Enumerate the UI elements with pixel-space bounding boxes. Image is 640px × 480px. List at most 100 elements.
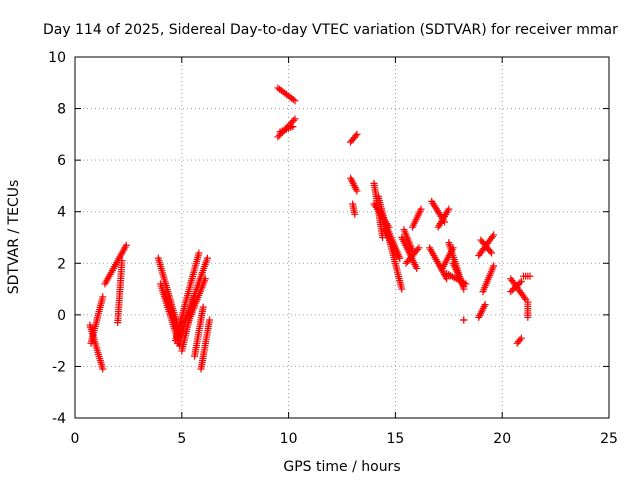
data-point bbox=[199, 303, 207, 311]
data-point bbox=[99, 293, 107, 301]
data-point bbox=[488, 249, 496, 257]
point-series-30 bbox=[434, 205, 453, 231]
y-tick-label: 0 bbox=[57, 308, 66, 324]
data-point bbox=[385, 223, 393, 231]
data-point bbox=[195, 249, 203, 257]
data-point bbox=[351, 210, 359, 218]
point-series-10 bbox=[184, 275, 209, 327]
point-series-17 bbox=[347, 174, 361, 195]
data-points bbox=[86, 84, 534, 373]
data-point bbox=[481, 301, 489, 309]
data-point bbox=[513, 282, 521, 290]
point-series-12 bbox=[197, 316, 214, 373]
data-point bbox=[396, 254, 404, 262]
y-tick-label: -2 bbox=[52, 359, 66, 375]
data-point bbox=[291, 97, 299, 105]
data-point bbox=[488, 233, 496, 241]
data-point bbox=[289, 123, 297, 131]
x-tick-label: 10 bbox=[280, 431, 298, 447]
grid bbox=[75, 57, 609, 418]
data-point bbox=[99, 365, 107, 373]
point-series-3 bbox=[114, 257, 126, 327]
data-point bbox=[122, 241, 130, 249]
data-point bbox=[291, 115, 299, 123]
data-point bbox=[413, 246, 421, 254]
data-point bbox=[511, 283, 519, 291]
data-point bbox=[417, 205, 425, 213]
data-point bbox=[201, 275, 209, 283]
y-tick-label: 8 bbox=[57, 102, 66, 118]
point-series-37 bbox=[477, 236, 496, 257]
point-series-2 bbox=[101, 241, 130, 288]
y-tick-label: 2 bbox=[57, 256, 66, 272]
y-tick-label: -4 bbox=[52, 411, 66, 427]
data-point bbox=[413, 264, 421, 272]
y-tick-label: 4 bbox=[57, 205, 66, 221]
data-point bbox=[516, 279, 524, 287]
point-series-38 bbox=[475, 301, 489, 321]
y-axis-label: SDTVAR / TECUs bbox=[6, 180, 22, 295]
data-point bbox=[516, 336, 524, 344]
x-tick-label: 0 bbox=[71, 431, 80, 447]
data-point bbox=[526, 272, 534, 280]
point-series-44 bbox=[524, 298, 532, 321]
x-axis-label: GPS time / hours bbox=[283, 459, 400, 475]
point-series-13 bbox=[274, 84, 299, 105]
point-series-18 bbox=[349, 200, 359, 218]
data-point bbox=[510, 285, 518, 293]
data-point bbox=[517, 277, 525, 285]
x-tick-label: 20 bbox=[493, 431, 511, 447]
data-point bbox=[289, 117, 297, 125]
data-point bbox=[398, 285, 406, 293]
x-tick-label: 15 bbox=[386, 431, 404, 447]
data-point bbox=[379, 234, 387, 241]
data-point bbox=[486, 247, 494, 255]
data-point bbox=[507, 288, 515, 296]
point-series-11 bbox=[191, 303, 207, 360]
data-point bbox=[524, 313, 532, 321]
data-point bbox=[352, 132, 360, 140]
tick-labels: 0 5 10 15 20 25 -4 -2 0 2 4 6 8 10 bbox=[48, 50, 618, 447]
data-point bbox=[520, 294, 528, 302]
data-point bbox=[353, 187, 361, 195]
chart-title: Day 114 of 2025, Sidereal Day-to-day VTE… bbox=[43, 22, 618, 38]
data-point bbox=[445, 205, 453, 213]
data-point bbox=[289, 96, 297, 104]
point-series-29 bbox=[426, 244, 451, 283]
y-tick-label: 6 bbox=[57, 153, 66, 169]
point-series-25 bbox=[400, 226, 416, 254]
point-series-27 bbox=[408, 205, 425, 231]
data-point bbox=[206, 316, 214, 324]
point-series-41 bbox=[507, 277, 525, 296]
point-series-15 bbox=[276, 123, 297, 136]
data-point bbox=[517, 334, 525, 342]
data-point bbox=[353, 130, 361, 138]
x-tick-label: 5 bbox=[177, 431, 186, 447]
plot-frame bbox=[74, 56, 610, 419]
data-point bbox=[203, 254, 211, 262]
point-series-26 bbox=[402, 244, 423, 267]
point-series-35 bbox=[460, 316, 468, 324]
axis-ticks bbox=[74, 56, 610, 419]
data-point bbox=[490, 231, 498, 239]
point-series-22 bbox=[370, 200, 393, 231]
point-series-39 bbox=[479, 262, 498, 296]
point-series-43 bbox=[513, 334, 525, 347]
x-tick-label: 25 bbox=[600, 431, 618, 447]
point-series-1 bbox=[87, 293, 107, 347]
point-series-23 bbox=[381, 226, 404, 262]
data-point bbox=[118, 257, 126, 265]
point-series-34 bbox=[449, 259, 468, 290]
data-point bbox=[460, 282, 468, 290]
y-tick-label: 10 bbox=[48, 50, 66, 66]
data-point bbox=[490, 262, 498, 270]
point-series-42 bbox=[520, 272, 534, 280]
data-point bbox=[415, 244, 423, 252]
data-point bbox=[460, 316, 468, 324]
data-point bbox=[514, 280, 522, 288]
data-point bbox=[288, 118, 296, 126]
point-series-16 bbox=[347, 130, 361, 146]
data-point bbox=[274, 133, 282, 141]
